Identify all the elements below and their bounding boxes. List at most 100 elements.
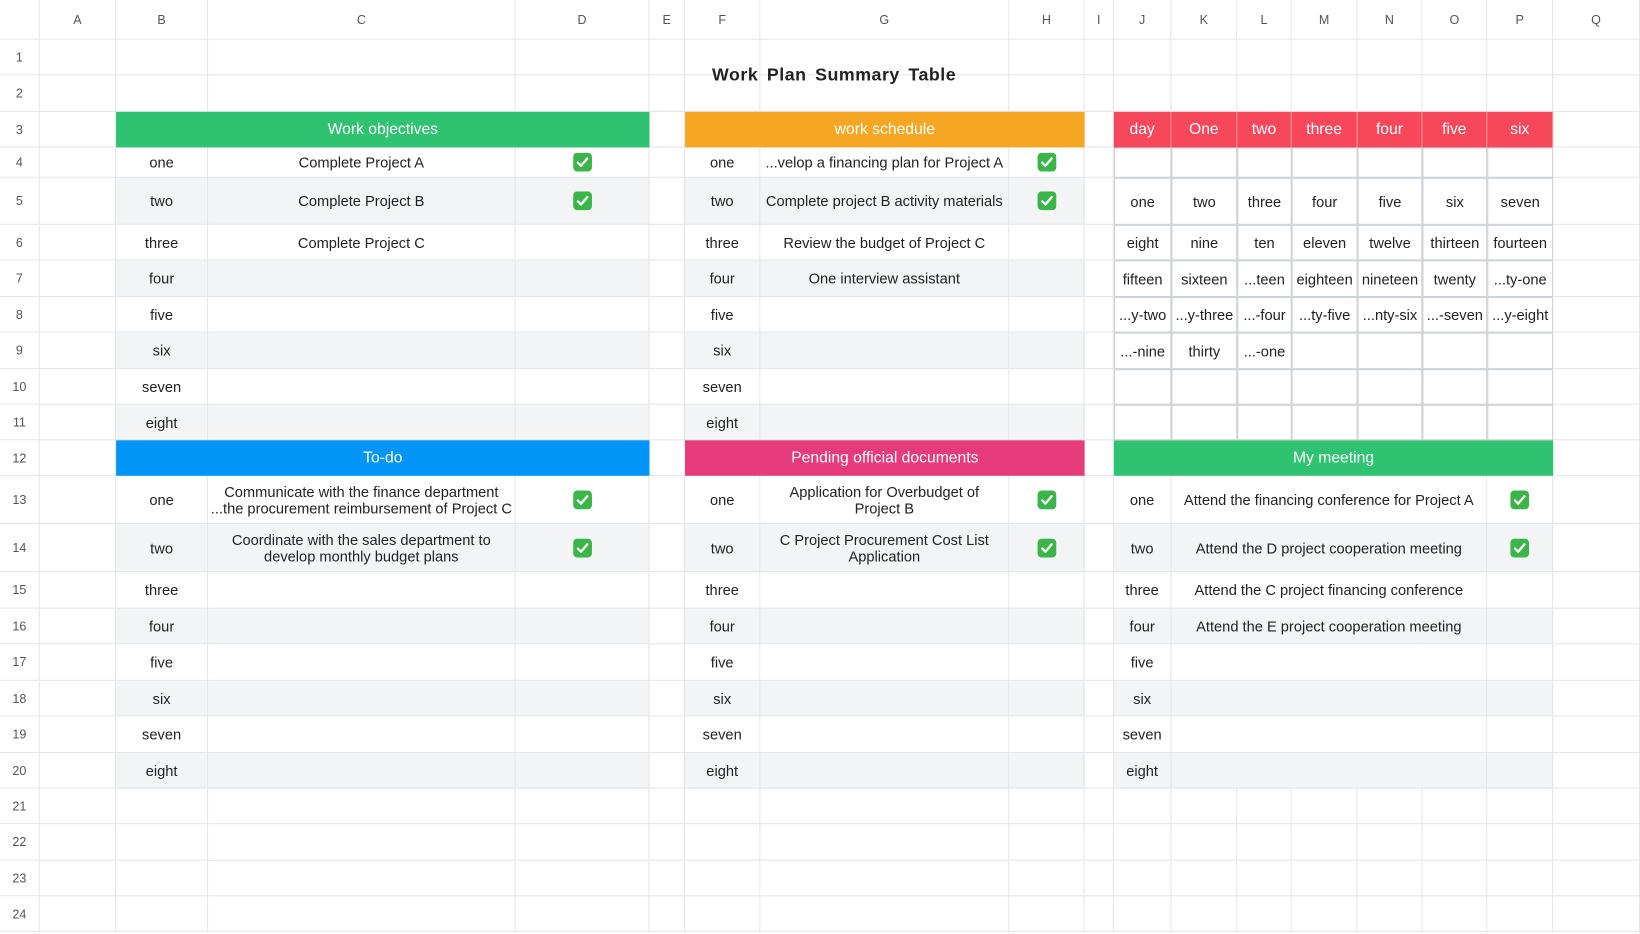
column-header: O	[1422, 0, 1488, 40]
calendar-day: ...y-eight	[1487, 297, 1554, 333]
grid-cell	[649, 369, 686, 405]
section-header: To-do	[116, 440, 650, 476]
item-status	[1009, 753, 1085, 789]
calendar-day: eleven	[1291, 224, 1358, 261]
grid-cell	[1487, 860, 1554, 897]
grid-cell	[1009, 788, 1085, 825]
grid-cell	[39, 716, 117, 754]
grid-cell	[1009, 896, 1085, 932]
grid-cell	[649, 753, 686, 789]
grid-cell	[1113, 39, 1172, 76]
column-header: I	[1084, 0, 1114, 40]
item-status	[1009, 523, 1085, 573]
item-label: four	[685, 260, 761, 298]
calendar-day: seven	[1487, 177, 1554, 225]
calendar-day	[1487, 369, 1554, 405]
grid-cell	[1422, 824, 1488, 861]
item-label: five	[685, 644, 761, 681]
item-label: six	[1113, 680, 1172, 717]
item-status	[1009, 369, 1085, 405]
grid-cell	[1171, 860, 1238, 897]
item-label: two	[685, 177, 761, 225]
grid-cell	[1084, 824, 1114, 861]
item-status	[1009, 260, 1085, 298]
title: Work Plan Summary Table	[116, 39, 1554, 112]
calendar-day	[1487, 332, 1554, 370]
calendar-day	[1291, 332, 1358, 370]
item-label: eight	[685, 404, 761, 441]
grid-cell	[1084, 788, 1114, 825]
item-text: Attend the C project financing conferenc…	[1171, 572, 1488, 609]
calendar-day: four	[1291, 177, 1358, 225]
calendar-day: ...y-two	[1113, 297, 1172, 333]
column-header: N	[1357, 0, 1423, 40]
grid-cell	[1487, 896, 1554, 932]
item-label: seven	[685, 716, 761, 754]
item-text	[760, 572, 1010, 609]
item-label: five	[1113, 644, 1172, 681]
calendar-day: ...ty-one	[1487, 260, 1554, 298]
calendar-day: ...-seven	[1422, 297, 1488, 333]
grid-cell	[39, 75, 117, 112]
row-header: 14	[0, 523, 40, 573]
grid-cell	[649, 297, 686, 333]
grid-cell	[208, 39, 516, 76]
grid-cell	[116, 824, 209, 861]
grid-cell	[760, 824, 1010, 861]
section-header: work schedule	[685, 111, 1085, 148]
item-status	[1009, 572, 1085, 609]
corner	[0, 0, 40, 40]
grid-cell	[39, 644, 117, 681]
item-status	[1487, 680, 1554, 717]
item-status	[515, 224, 650, 261]
item-label: one	[685, 475, 761, 524]
grid-cell	[116, 896, 209, 932]
column-header: H	[1009, 0, 1085, 40]
item-status	[1487, 644, 1554, 681]
item-status	[1487, 753, 1554, 789]
calendar-day: ...-four	[1237, 297, 1292, 333]
row-header: 2	[0, 75, 40, 112]
item-status	[515, 369, 650, 405]
item-text: Complete project B activity materials	[760, 177, 1010, 225]
grid-cell	[1553, 608, 1640, 645]
grid-cell	[1422, 39, 1488, 76]
item-status	[515, 177, 650, 225]
column-header: D	[515, 0, 650, 40]
calendar-day: ...-one	[1237, 332, 1292, 370]
item-text	[1171, 753, 1488, 789]
item-label: seven	[116, 369, 209, 405]
grid-cell	[1291, 896, 1358, 932]
item-status	[1487, 475, 1554, 524]
grid-cell	[685, 788, 761, 825]
calendar-day	[1422, 369, 1488, 405]
grid-cell	[1553, 75, 1640, 112]
grid-cell	[39, 111, 117, 148]
calendar-day: twelve	[1357, 224, 1423, 261]
item-label: seven	[1113, 716, 1172, 754]
column-header: P	[1487, 0, 1554, 40]
grid-cell	[685, 860, 761, 897]
column-header: F	[685, 0, 761, 40]
item-text	[760, 297, 1010, 333]
grid-cell	[1084, 332, 1114, 370]
grid-cell	[1553, 440, 1640, 476]
column-header: C	[208, 0, 516, 40]
calendar-day	[1291, 147, 1358, 178]
item-label: seven	[685, 369, 761, 405]
calendar-header: five	[1422, 111, 1488, 148]
item-text	[760, 369, 1010, 405]
calendar-day: ...nty-six	[1357, 297, 1423, 333]
calendar-day	[1357, 147, 1423, 178]
grid-cell	[1291, 860, 1358, 897]
calendar-day: nine	[1171, 224, 1238, 261]
item-label: one	[116, 475, 209, 524]
grid-cell	[208, 860, 516, 897]
section-header: Pending official documents	[685, 440, 1085, 476]
item-label: one	[116, 147, 209, 178]
item-label: six	[116, 332, 209, 370]
grid-cell	[1553, 369, 1640, 405]
calendar-day	[1357, 369, 1423, 405]
grid-cell	[1237, 824, 1292, 861]
